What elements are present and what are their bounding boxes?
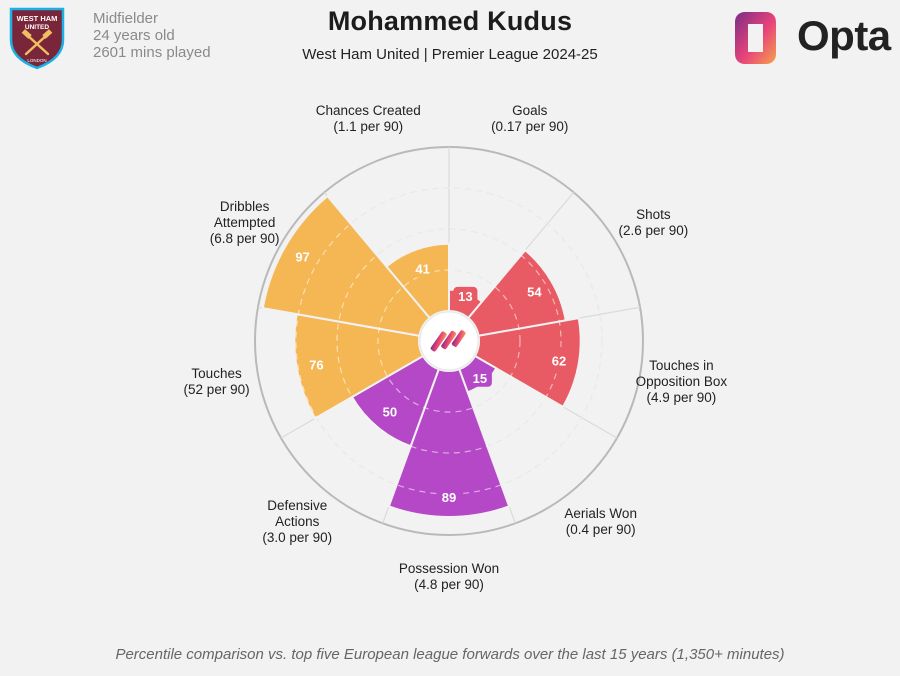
axis-labels: Goals (0.17 per 90) Shots (2.6 per 90) Touch… <box>184 103 728 592</box>
player-position: Midfielder <box>93 10 159 27</box>
grid-ring-overlay <box>336 228 562 454</box>
value-label: 15 <box>467 368 492 387</box>
chart-subtitle: West Ham United | Premier League 2024-25 <box>302 46 598 63</box>
value-text: 54 <box>527 285 542 300</box>
axis-label-defensive-actions: Defensive Actions (3.0 per 90) <box>262 498 332 545</box>
opta-logo-icon <box>735 12 776 64</box>
crest-text-3: LONDON <box>27 58 46 63</box>
value-badge <box>546 351 571 370</box>
value-badge <box>377 402 402 421</box>
segment-touches-in-opposition-box <box>473 316 582 409</box>
value-text: 62 <box>552 353 566 368</box>
player-info: Midfielder 24 years old 2601 mins played <box>93 10 211 61</box>
value-label: 62 <box>546 351 571 370</box>
value-label: 76 <box>304 355 329 374</box>
value-label: 89 <box>437 487 461 506</box>
axis-label-goals: Goals (0.17 per 90) <box>491 103 568 134</box>
axis-label-touches: Touches (52 per 90) <box>184 366 250 397</box>
grid-ring-overlay <box>377 269 521 413</box>
segment-touches <box>293 312 425 420</box>
value-badge <box>437 487 461 506</box>
west-ham-crest-logo: WEST HAM UNITED LONDON <box>9 7 65 70</box>
value-text: 15 <box>473 371 487 386</box>
value-text: 97 <box>295 249 309 264</box>
grid-ring-overlay <box>295 187 603 495</box>
value-badge <box>290 247 315 266</box>
opta-wordmark: Opta <box>797 12 891 59</box>
center-opta-mark-icon <box>430 330 466 352</box>
value-badge <box>522 282 547 301</box>
player-minutes: 2601 mins played <box>93 44 211 61</box>
segment-dribbles-attempted <box>261 194 432 337</box>
value-badge <box>410 259 435 278</box>
value-text: 41 <box>415 261 429 276</box>
segment-possession-won <box>387 367 511 518</box>
crest-text-2: UNITED <box>25 24 50 31</box>
value-label: 13 <box>453 286 478 305</box>
value-text: 13 <box>458 289 472 304</box>
axis-label-chances-created: Chances Created (1.1 per 90) <box>316 103 421 134</box>
chart-footnote: Percentile comparison vs. top five Europ… <box>115 646 785 663</box>
axis-label-touches-in-opposition-box: Touches in Opposition Box (4.9 per 90) <box>636 358 728 405</box>
segment-shots <box>466 248 567 337</box>
value-text: 89 <box>442 490 456 505</box>
value-badge <box>467 368 492 387</box>
value-text: 50 <box>383 404 397 419</box>
value-label: 54 <box>522 282 547 301</box>
axis-label-shots: Shots (2.6 per 90) <box>618 207 688 238</box>
value-badge <box>304 355 329 374</box>
axis-label-possession-won: Possession Won (4.8 per 90) <box>399 561 499 592</box>
value-badge <box>453 286 478 305</box>
axis-label-aerials-won: Aerials Won (0.4 per 90) <box>564 506 637 537</box>
value-label: 97 <box>290 247 315 266</box>
value-label: 41 <box>410 259 435 278</box>
player-age: 24 years old <box>93 27 175 44</box>
chart-title: Mohammed Kudus <box>327 6 573 36</box>
value-label: 50 <box>377 402 402 421</box>
value-text: 76 <box>309 357 323 372</box>
crest-text-1: WEST HAM <box>17 14 58 23</box>
axis-label-dribbles-attempted: Dribbles Attempted (6.8 per 90) <box>210 199 280 246</box>
